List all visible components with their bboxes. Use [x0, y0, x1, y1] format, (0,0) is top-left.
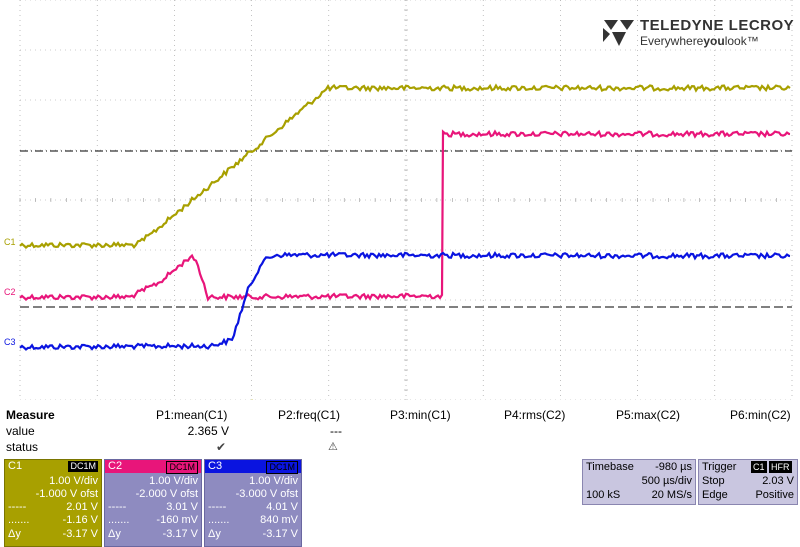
trigger-box[interactable]: Trigger C1 HFR Stop 2.03 V Edge Positive [698, 459, 798, 505]
c1-cursor2-key: ....... [8, 514, 30, 526]
c2-cursor1-key: ----- [108, 501, 127, 513]
c1-cursor1-key: ----- [8, 501, 27, 513]
teledyne-logo-icon [603, 20, 634, 46]
param-p6-label[interactable]: P6:min(C2) [730, 408, 791, 422]
c1-cursor2: -1.16 V [62, 514, 98, 526]
channel-c2-box[interactable]: C2 DC1M 1.00 V/div -2.000 V ofst ----- 3.… [104, 459, 202, 547]
trigger-title: Trigger [702, 461, 737, 473]
c3-dy-key: Δy [208, 528, 221, 540]
c2-offset: -2.000 V ofst [135, 488, 198, 500]
measure-row-status: status [6, 440, 39, 454]
c3-cursor2: 840 mV [260, 514, 298, 526]
measure-row-value: value [6, 424, 35, 438]
param-p5-label[interactable]: P5:max(C2) [616, 408, 681, 422]
c3-marker[interactable]: C3 [4, 337, 16, 347]
measure-table[interactable]: Measure P1:mean(C1) P2:freq(C1) P3:min(C… [0, 404, 800, 456]
trigger-position-marker[interactable] [248, 399, 256, 400]
timebase-samples: 100 kS [586, 489, 621, 501]
brand-logo: TELEDYNE LECROY Everywhereyoulook™ [602, 16, 795, 52]
c3-cursor1-key: ----- [208, 501, 227, 513]
c1-name: C1 [8, 460, 23, 472]
graticule [19, 0, 793, 400]
c2-marker[interactable]: C2 [4, 287, 16, 297]
brand-name: TELEDYNE LECROY [640, 17, 795, 34]
c2-dy-key: Δy [108, 528, 121, 540]
timebase-tdiv: 500 µs/div [641, 475, 692, 487]
timebase-rate: 20 MS/s [651, 489, 692, 501]
trigger-source: C1 [751, 461, 767, 473]
c3-name: C3 [208, 460, 223, 472]
c1-marker[interactable]: C1 [4, 237, 16, 247]
c2-name: C2 [108, 460, 123, 472]
trigger-mode: HFR [769, 461, 792, 473]
trigger-level: 2.03 V [762, 475, 794, 487]
waveform-display[interactable] [0, 0, 800, 400]
cursor-lines [20, 150, 792, 308]
c3-cursor2-key: ....... [208, 514, 230, 526]
channel-c3-box[interactable]: C3 DC1M 1.00 V/div -3.000 V ofst ----- 4.… [204, 459, 302, 547]
c2-coupling: DC1M [166, 461, 198, 474]
c2-cursor2-key: ....... [108, 514, 130, 526]
c2-dy: -3.17 V [162, 528, 198, 540]
c3-dy: -3.17 V [262, 528, 298, 540]
timebase-delay: -980 µs [655, 461, 692, 473]
c2-cursor2: -160 mV [156, 514, 198, 526]
c1-coupling: DC1M [68, 461, 98, 472]
param-p3-label[interactable]: P3:min(C1) [390, 408, 451, 422]
c3-offset: -3.000 V ofst [235, 488, 298, 500]
trigger-slope: Positive [755, 489, 794, 501]
c1-dy: -3.17 V [62, 528, 98, 540]
trace-c1 [19, 83, 791, 250]
param-p4-label[interactable]: P4:rms(C2) [504, 408, 566, 422]
param-p1-value: 2.365 V [187, 424, 229, 438]
trace-c3 [19, 250, 791, 351]
trigger-slope-key: Edge [702, 489, 728, 501]
c3-coupling: DC1M [266, 461, 298, 474]
c1-cursor1: 2.01 V [66, 501, 98, 513]
c1-offset: -1.000 V ofst [35, 488, 98, 500]
param-p2-value: --- [330, 424, 342, 438]
param-p1-label[interactable]: P1:mean(C1) [156, 408, 228, 422]
c2-vdiv: 1.00 V/div [149, 475, 198, 487]
c1-dy-key: Δy [8, 528, 21, 540]
param-p2-label[interactable]: P2:freq(C1) [278, 408, 341, 422]
c2-cursor1: 3.01 V [166, 501, 198, 513]
measure-title: Measure [6, 408, 55, 422]
c1-vdiv: 1.00 V/div [49, 475, 98, 487]
timebase-box[interactable]: Timebase -980 µs 500 µs/div 100 kS 20 MS… [582, 459, 696, 505]
warning-icon: ⚠ [328, 441, 338, 453]
c3-cursor1: 4.01 V [266, 501, 298, 513]
timebase-title: Timebase [586, 461, 634, 473]
brand-tagline: Everywhereyoulook™ [640, 34, 759, 48]
c3-vdiv: 1.00 V/div [249, 475, 298, 487]
trigger-type: Stop [702, 475, 725, 487]
channel-c1-box[interactable]: C1 DC1M 1.00 V/div -1.000 V ofst ----- 2.… [4, 459, 102, 547]
check-icon: ✔ [216, 440, 227, 454]
trace-c2 [19, 129, 791, 302]
